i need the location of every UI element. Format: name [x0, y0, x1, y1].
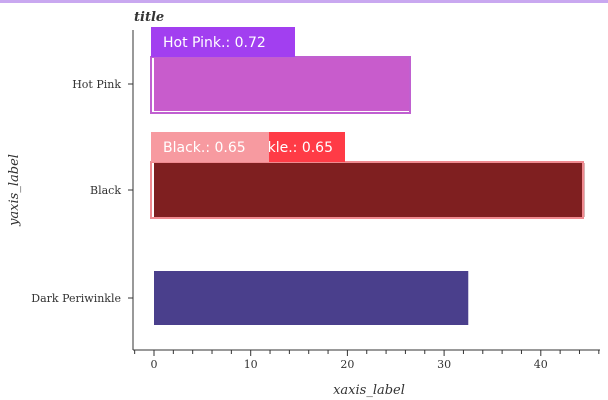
bar-black [154, 163, 585, 217]
x-tick-label: 30 [437, 358, 451, 371]
x-tick-label: 20 [340, 358, 354, 371]
x-tick-label: 40 [534, 358, 548, 371]
y-tick-label-hot-pink: Hot Pink [72, 78, 121, 91]
x-tick-label: 0 [151, 358, 158, 371]
bar-highlight-black [150, 161, 584, 219]
annotation-text-1: Hot Pink.: 0.72 [163, 35, 266, 51]
annotation-box-3 [151, 132, 269, 162]
x-tick-label: 10 [244, 358, 258, 371]
bars-group [150, 56, 585, 325]
y-tick-label-dark-periwinkle: Dark Periwinkle [31, 292, 121, 305]
annotations-group: Hot Pink.: 0.72Dark Periwinkle.: 0.65Bla… [151, 27, 345, 162]
top-border-line [0, 0, 608, 3]
y-tick-label-black: Black [90, 184, 121, 197]
bar-dark-periwinkle [154, 271, 469, 325]
annotation-text-3: Black.: 0.65 [163, 140, 246, 156]
annotation-box-1 [151, 27, 295, 57]
y-axis-title: yaxis_label [7, 154, 22, 227]
x-axis-title: xaxis_label [333, 383, 405, 398]
y-tick-labels: Dark Periwinkle Black Hot Pink [31, 78, 133, 305]
bar-hot-pink [154, 57, 411, 111]
chart-title: title [134, 10, 164, 25]
